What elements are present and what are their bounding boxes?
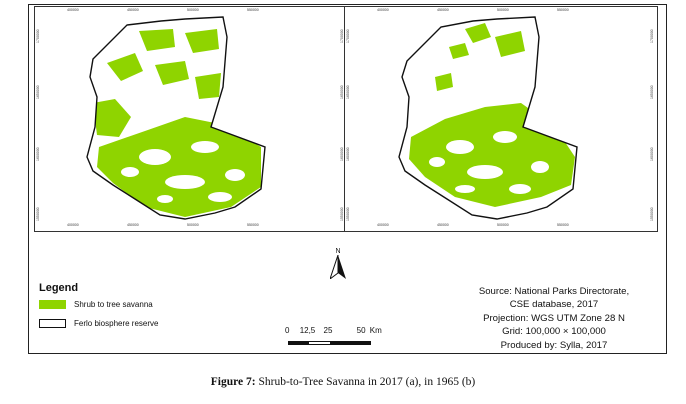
x-tick-bottom: 400000 — [377, 223, 389, 227]
grid-line: Grid: 100,000 × 100,000 — [502, 326, 606, 338]
y-tick-left: 1600000 — [36, 147, 40, 161]
x-tick-bottom: 550000 — [557, 223, 569, 227]
scale-segment — [288, 341, 309, 345]
legend-item-savanna: Shrub to tree savanna — [39, 300, 153, 309]
map-a-svg — [86, 16, 266, 220]
scale-label: 12,5 — [299, 326, 316, 335]
y-tick-left: 1650000 — [346, 85, 350, 99]
x-tick-top: 450000 — [127, 8, 139, 12]
scale-labels: 0 12,5 25 50 Km — [285, 326, 382, 335]
y-tick-left: 1700000 — [346, 29, 350, 43]
source-line: Source: National Parks Directorate, — [478, 286, 630, 297]
y-tick-left: 1700000 — [36, 29, 40, 43]
x-tick-top: 550000 — [557, 8, 569, 12]
y-tick-right: 1700000 — [650, 29, 654, 43]
non-savanna-gaps-1965 — [429, 131, 549, 194]
x-tick-top: 400000 — [67, 8, 79, 12]
savanna-cover-1965 — [409, 23, 575, 207]
y-tick-left: 1600000 — [346, 147, 350, 161]
x-tick-top: 500000 — [497, 8, 509, 12]
scale-label: 25 — [323, 326, 333, 335]
map-panel-1965: 400000 450000 500000 550000 400000 45000… — [344, 6, 658, 232]
x-tick-bottom: 550000 — [247, 223, 259, 227]
scale-label: 50 — [356, 326, 366, 335]
legend-title: Legend — [39, 282, 79, 294]
x-tick-bottom: 450000 — [437, 223, 449, 227]
y-tick-left: 1650000 — [36, 85, 40, 99]
x-tick-bottom: 450000 — [127, 223, 139, 227]
projection-line: Projection: WGS UTM Zone 28 N — [483, 312, 625, 324]
savanna-swatch — [39, 300, 66, 309]
legend-item-label: Shrub to tree savanna — [74, 300, 153, 309]
north-arrow-icon — [329, 254, 346, 281]
y-tick-right: 1550000 — [650, 207, 654, 221]
caption-text: Shrub-to-Tree Savanna in 2017 (a), in 19… — [255, 376, 476, 388]
y-tick-right: 1600000 — [650, 147, 654, 161]
y-tick-left: 1550000 — [346, 207, 350, 221]
x-tick-bottom: 500000 — [187, 223, 199, 227]
scale-unit: Km — [369, 326, 382, 335]
map-layout-frame — [28, 4, 667, 354]
source-block: Source: National Parks Directorate, CSE … — [454, 285, 654, 352]
scale-segments — [288, 341, 371, 345]
map-b-svg — [398, 16, 578, 220]
non-savanna-gaps-2017 — [121, 141, 245, 203]
x-tick-top: 450000 — [437, 8, 449, 12]
north-arrow: N — [326, 248, 350, 284]
figure-caption: Figure 7: Shrub-to-Tree Savanna in 2017 … — [0, 376, 686, 388]
caption-prefix: Figure 7: — [210, 376, 256, 388]
scale-segment — [330, 341, 371, 345]
x-tick-bottom: 500000 — [497, 223, 509, 227]
scale-label: 0 — [285, 326, 290, 335]
source-line: CSE database, 2017 — [509, 299, 599, 311]
x-tick-top: 500000 — [187, 8, 199, 12]
x-tick-top: 550000 — [247, 8, 259, 12]
north-label: N — [335, 248, 341, 255]
map-panel-2017: 400000 450000 500000 550000 400000 45000… — [34, 6, 348, 232]
y-tick-left: 1550000 — [36, 207, 40, 221]
x-tick-top: 400000 — [377, 8, 389, 12]
legend-item-label: Ferlo biosphere reserve — [74, 319, 159, 328]
producer-line: Produced by: Sylla, 2017 — [500, 339, 608, 351]
scale-segment — [308, 341, 331, 345]
reserve-swatch — [39, 319, 66, 328]
y-tick-right: 1650000 — [650, 85, 654, 99]
legend-item-reserve: Ferlo biosphere reserve — [39, 319, 158, 328]
x-tick-bottom: 400000 — [67, 223, 79, 227]
